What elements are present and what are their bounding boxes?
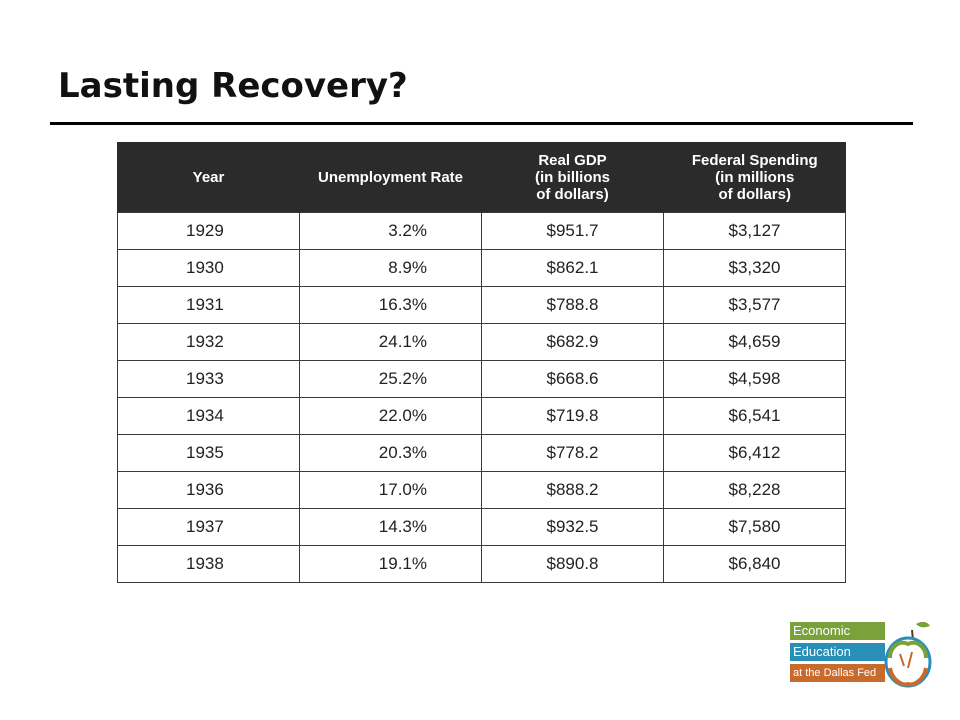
cell-unemployment-rate: 22.0%: [299, 397, 482, 435]
table-row: 1938 19.1% $890.8 $6,840: [117, 545, 846, 583]
cell-federal-spending: $6,541: [663, 397, 846, 435]
cell-unemployment-rate: 16.3%: [299, 286, 482, 324]
logo-line-dallas-fed: at the Dallas Fed: [790, 664, 885, 682]
cell-year: 1934: [117, 397, 300, 435]
title-divider: [50, 122, 913, 125]
cell-real-gdp: $719.8: [481, 397, 664, 435]
table-row: 1937 14.3% $932.5 $7,580: [117, 508, 846, 546]
table-row: 1931 16.3% $788.8 $3,577: [117, 286, 846, 324]
cell-federal-spending: $3,577: [663, 286, 846, 324]
cell-federal-spending: $6,412: [663, 434, 846, 472]
cell-unemployment-rate: 8.9%: [299, 249, 482, 287]
table-row: 1929 3.2% $951.7 $3,127: [117, 212, 846, 250]
cell-real-gdp: $888.2: [481, 471, 664, 509]
cell-real-gdp: $668.6: [481, 360, 664, 398]
cell-real-gdp: $682.9: [481, 323, 664, 361]
table-row: 1933 25.2% $668.6 $4,598: [117, 360, 846, 398]
cell-unemployment-rate: 25.2%: [299, 360, 482, 398]
cell-unemployment-rate: 19.1%: [299, 545, 482, 583]
table-header-row: Year Unemployment Rate Real GDP (in bill…: [117, 142, 846, 213]
cell-year: 1936: [117, 471, 300, 509]
logo-line-education: Education: [790, 643, 885, 661]
cell-year: 1933: [117, 360, 300, 398]
apple-icon: [884, 621, 932, 688]
cell-year: 1932: [117, 323, 300, 361]
cell-federal-spending: $6,840: [663, 545, 846, 583]
header-real-gdp: Real GDP (in billions of dollars): [481, 142, 664, 213]
cell-real-gdp: $932.5: [481, 508, 664, 546]
cell-federal-spending: $4,659: [663, 323, 846, 361]
cell-federal-spending: $7,580: [663, 508, 846, 546]
cell-year: 1931: [117, 286, 300, 324]
table-body: 1929 3.2% $951.7 $3,127 1930 8.9% $862.1 $3,320…: [117, 212, 846, 583]
cell-year: 1938: [117, 545, 300, 583]
cell-real-gdp: $788.8: [481, 286, 664, 324]
cell-federal-spending: $8,228: [663, 471, 846, 509]
cell-federal-spending: $3,127: [663, 212, 846, 250]
logo-line-economic: Economic: [790, 622, 885, 640]
cell-unemployment-rate: 20.3%: [299, 434, 482, 472]
data-table: Year Unemployment Rate Real GDP (in bill…: [117, 142, 846, 583]
table-row: 1936 17.0% $888.2 $8,228: [117, 471, 846, 509]
data-table-container: Year Unemployment Rate Real GDP (in bill…: [117, 142, 846, 583]
cell-federal-spending: $4,598: [663, 360, 846, 398]
slide-title: Lasting Recovery?: [58, 66, 408, 106]
table-row: 1934 22.0% $719.8 $6,541: [117, 397, 846, 435]
cell-real-gdp: $890.8: [481, 545, 664, 583]
header-federal-spending: Federal Spending (in millions of dollars…: [663, 142, 846, 213]
table-row: 1932 24.1% $682.9 $4,659: [117, 323, 846, 361]
cell-unemployment-rate: 17.0%: [299, 471, 482, 509]
header-unemployment-rate: Unemployment Rate: [299, 142, 482, 213]
cell-year: 1937: [117, 508, 300, 546]
table-row: 1930 8.9% $862.1 $3,320: [117, 249, 846, 287]
cell-unemployment-rate: 24.1%: [299, 323, 482, 361]
cell-unemployment-rate: 3.2%: [299, 212, 482, 250]
cell-real-gdp: $951.7: [481, 212, 664, 250]
cell-real-gdp: $778.2: [481, 434, 664, 472]
cell-year: 1935: [117, 434, 300, 472]
cell-year: 1929: [117, 212, 300, 250]
dallas-fed-logo: Economic Education at the Dallas Fed: [790, 618, 938, 692]
cell-unemployment-rate: 14.3%: [299, 508, 482, 546]
cell-federal-spending: $3,320: [663, 249, 846, 287]
cell-real-gdp: $862.1: [481, 249, 664, 287]
cell-year: 1930: [117, 249, 300, 287]
header-year: Year: [117, 142, 300, 213]
table-row: 1935 20.3% $778.2 $6,412: [117, 434, 846, 472]
